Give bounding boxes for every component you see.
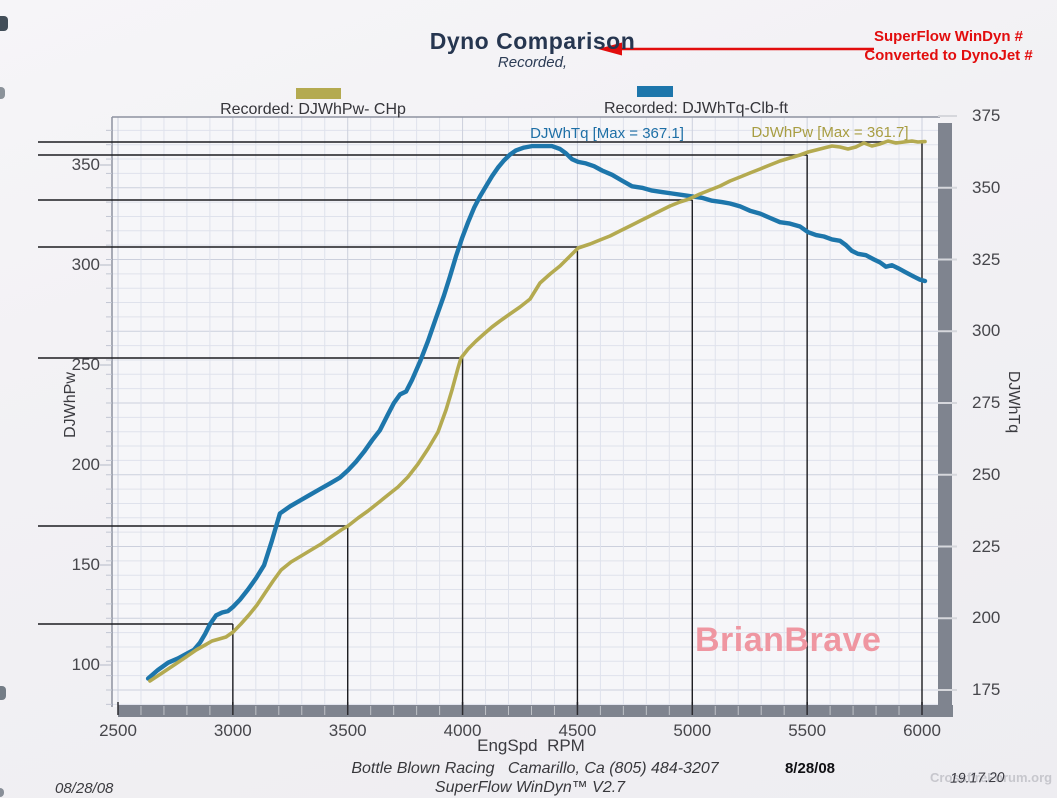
power-legend-label: Recorded: DJWhPw- CHp [220, 101, 406, 118]
y-right-tick-label: 325 [972, 249, 1001, 269]
y-right-tick-label: 275 [972, 393, 1001, 412]
plot-area [112, 117, 940, 707]
y-right-tick-label: 225 [972, 536, 1001, 556]
torque-legend-label: Recorded: DJWhTq-Clb-ft [603, 100, 789, 117]
power-curve [148, 139, 927, 683]
red-arrow-head [598, 42, 622, 56]
left-axis-title: DJWhPw [62, 372, 79, 438]
plot-shadow-bottom [118, 705, 953, 717]
footer-shop-line: Bottle Blown Racing Camarillo, Ca (805) … [351, 760, 719, 777]
scan-smudge [0, 16, 8, 31]
y-left-tick-label: 300 [71, 255, 100, 274]
scan-smudge [0, 686, 6, 700]
y-left-tick-label: 350 [71, 155, 100, 174]
power-legend-swatch [296, 88, 341, 99]
page-subtitle: Recorded, [497, 54, 568, 71]
red-annotation-line1: SuperFlow WinDyn # [873, 28, 1024, 45]
x-tick-label: 5000 [673, 721, 712, 740]
x-tick-label: 4000 [443, 721, 482, 740]
x-tick-label: 2500 [99, 721, 137, 740]
x-axis-title: EngSpd RPM [477, 736, 585, 755]
red-annotation: SuperFlow WinDyn # Converted to DynoJet … [856, 27, 1041, 65]
y-left-tick-label: 250 [71, 355, 100, 374]
y-right-tick-label: 175 [972, 680, 1001, 699]
y-right-tick-label: 350 [972, 177, 1001, 197]
scan-smudge [0, 788, 4, 797]
scan-time-text: 19.17.20 [949, 768, 1005, 786]
y-left-tick-label: 200 [71, 455, 100, 474]
scan-smudge [0, 87, 5, 99]
page-title: Dyno Comparison [429, 28, 636, 54]
right-axis-title: DJWhTq [1005, 370, 1022, 434]
y-right-tick-label: 250 [972, 464, 1001, 484]
plot-shadow-right [938, 123, 952, 717]
torque-legend-swatch [637, 86, 673, 97]
footer-software-line: SuperFlow WinDyn™ V2.7 [434, 779, 626, 796]
footer-date-left: 08/28/08 [55, 780, 114, 797]
brianbrave-watermark: BrianBrave [695, 621, 882, 659]
torque-curve [145, 143, 928, 681]
y-left-tick-label: 150 [71, 555, 100, 574]
crossfire-watermark: CrossfireForum.org [930, 770, 1053, 785]
footer-date-bold: 8/28/08 [784, 760, 836, 777]
x-tick-label: 6000 [903, 721, 941, 740]
y-right-tick-label: 200 [972, 608, 1001, 628]
y-left-tick-label: 100 [71, 655, 100, 674]
x-tick-label: 4500 [558, 721, 597, 740]
y-right-tick-label: 300 [972, 321, 1001, 341]
red-annotation-line2: Converted to DynoJet # [864, 47, 1033, 64]
x-tick-label: 5500 [788, 721, 827, 740]
y-right-tick-label: 375 [972, 106, 1001, 125]
x-tick-label: 3000 [213, 721, 252, 740]
power-max-annotation: DJWhPw [Max = 361.7] [751, 124, 909, 141]
x-tick-label: 3500 [328, 721, 367, 740]
torque-max-annotation: DJWhTq [Max = 367.1] [530, 125, 684, 142]
